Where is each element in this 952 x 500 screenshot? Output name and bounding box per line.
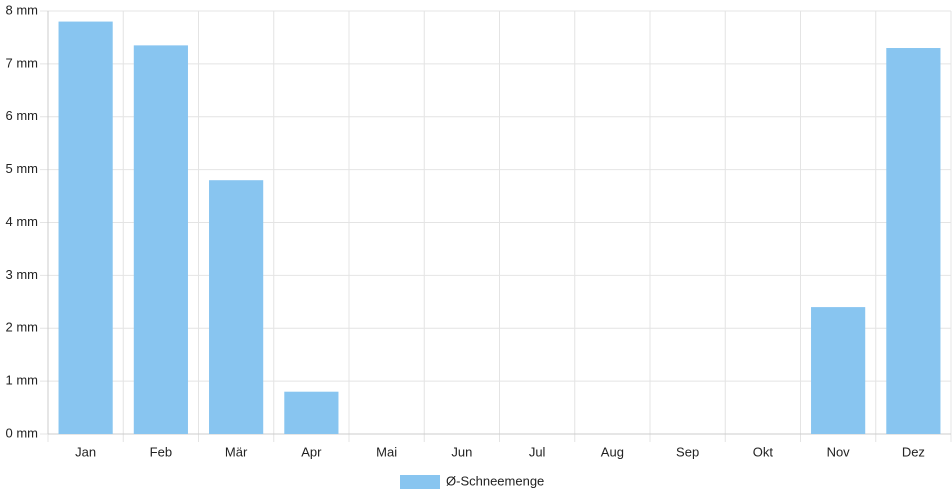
x-tick-label: Mai — [376, 444, 397, 459]
bar — [284, 391, 339, 434]
y-tick-label: 7 mm — [6, 55, 39, 70]
x-tick-label: Okt — [753, 444, 774, 459]
x-tick-label: Apr — [301, 444, 322, 459]
y-tick-label: 4 mm — [6, 214, 39, 229]
x-tick-label: Aug — [601, 444, 624, 459]
bar — [886, 48, 941, 434]
bar — [58, 21, 113, 434]
y-tick-label: 0 mm — [6, 425, 39, 440]
y-tick-label: 6 mm — [6, 108, 39, 123]
bar — [209, 180, 264, 434]
x-tick-label: Dez — [902, 444, 925, 459]
y-tick-label: 2 mm — [6, 320, 39, 335]
x-tick-label: Nov — [827, 444, 851, 459]
y-tick-label: 3 mm — [6, 267, 39, 282]
y-tick-label: 1 mm — [6, 373, 39, 388]
legend-swatch — [400, 475, 440, 489]
x-tick-label: Mär — [225, 444, 248, 459]
y-tick-label: 5 mm — [6, 161, 39, 176]
bar — [133, 45, 188, 435]
x-tick-label: Sep — [676, 444, 699, 459]
x-tick-label: Jul — [529, 444, 546, 459]
x-tick-label: Jun — [451, 444, 472, 459]
bar — [811, 307, 866, 434]
x-tick-label: Jan — [75, 444, 96, 459]
y-tick-label: 8 mm — [6, 2, 39, 17]
x-tick-label: Feb — [150, 444, 172, 459]
legend-label: Ø-Schneemenge — [446, 473, 544, 488]
